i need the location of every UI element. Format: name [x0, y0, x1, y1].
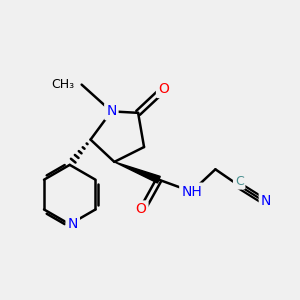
Text: N: N — [68, 217, 78, 231]
Polygon shape — [114, 162, 160, 183]
Text: N: N — [106, 104, 116, 118]
Text: C: C — [235, 175, 244, 188]
Text: O: O — [136, 202, 146, 216]
Text: NH: NH — [181, 184, 202, 199]
Text: O: O — [158, 82, 169, 96]
Text: N: N — [261, 194, 271, 208]
Text: CH₃: CH₃ — [51, 78, 74, 91]
